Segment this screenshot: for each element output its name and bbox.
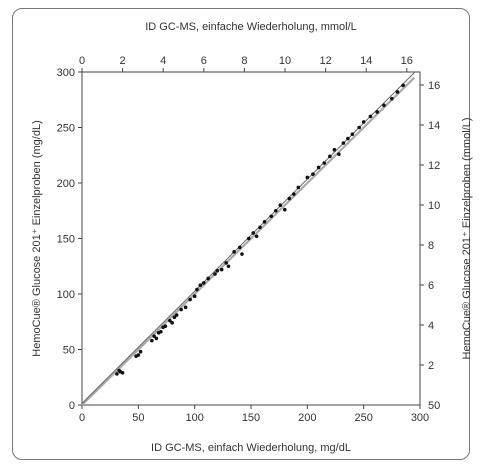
x-tick-label: 300 [411, 412, 429, 424]
data-point [219, 267, 224, 272]
identity-line [81, 76, 416, 406]
data-point [332, 147, 337, 152]
data-point [159, 329, 163, 334]
y2-tick-label: 14 [428, 120, 440, 132]
y2-tick-label: 10 [428, 200, 440, 212]
x-axis-title: ID GC-MS, einfach Wiederholung, mg/dL [151, 442, 351, 454]
x-tick-label: 100 [185, 412, 203, 424]
data-point [195, 287, 199, 292]
data-point [390, 96, 394, 101]
y-tick-label: 300 [57, 67, 75, 79]
x2-tick-label: 16 [401, 55, 413, 67]
y-tick-label: 0 [69, 400, 75, 412]
y2-tick-label: 8 [428, 240, 434, 252]
data-point [150, 338, 154, 343]
x2-tick-label: 4 [160, 55, 166, 67]
x-tick-label: 200 [298, 412, 316, 424]
data-point [170, 321, 174, 325]
y-tick-label: 100 [57, 289, 75, 301]
data-point [368, 114, 373, 119]
data-point [152, 334, 156, 338]
data-point [287, 196, 292, 201]
data-point [120, 371, 125, 375]
data-point [382, 103, 386, 108]
chart-frame [12, 8, 470, 460]
data-point [311, 172, 315, 176]
x-tick-label: 0 [79, 412, 85, 424]
data-point [188, 297, 192, 302]
x-tick-label: 50 [132, 412, 144, 424]
data-point [273, 208, 278, 213]
data-point [296, 185, 301, 190]
x2-tick-label: 12 [319, 55, 331, 67]
data-point [278, 203, 283, 207]
x2-tick-label: 0 [79, 55, 85, 67]
data-point [201, 281, 206, 285]
x2-tick-label: 14 [360, 55, 372, 67]
data-point [350, 132, 355, 136]
data-point [206, 276, 210, 281]
data-point [174, 313, 179, 317]
x2-tick-label: 8 [241, 55, 247, 67]
data-point [232, 250, 236, 254]
data-point [341, 141, 346, 145]
data-point [361, 120, 366, 124]
data-point [215, 268, 219, 273]
data-point [163, 324, 168, 328]
data-point [179, 307, 183, 312]
data-point [269, 214, 274, 219]
y-tick-label: 50 [63, 345, 75, 357]
data-point [251, 231, 256, 235]
data-point [395, 90, 400, 94]
data-point [172, 315, 177, 320]
data-point [328, 154, 332, 159]
y2-tick-label: 50 [428, 400, 440, 412]
x-tick-label: 150 [242, 412, 260, 424]
data-point [198, 283, 203, 287]
data-point [224, 261, 229, 265]
data-point [346, 136, 350, 141]
y2-tick-label: 2 [428, 360, 434, 372]
data-point [138, 349, 143, 354]
data-point [154, 336, 159, 341]
data-point [240, 252, 244, 256]
y-tick-label: 250 [57, 123, 75, 135]
data-point [375, 110, 379, 114]
y2-tick-label: 12 [428, 160, 440, 172]
x2-tick-label: 6 [201, 55, 207, 67]
x-tick-label: 250 [354, 412, 372, 424]
data-point [337, 152, 341, 156]
y2-tick-label: 6 [428, 280, 434, 292]
data-point [292, 192, 296, 196]
data-point [183, 305, 188, 310]
data-point [357, 125, 361, 130]
data-point [136, 353, 141, 357]
data-point [283, 207, 287, 212]
data-point [258, 225, 262, 230]
data-point [168, 318, 172, 323]
data-point [213, 272, 217, 276]
x2-tick-label: 10 [279, 55, 291, 67]
data-point [254, 234, 259, 239]
data-point [262, 220, 267, 224]
data-point [246, 236, 251, 241]
data-point [237, 245, 242, 250]
y2-axis-title: HemoCue® Glucose 201⁺ Einzelproben (mmol… [461, 118, 473, 360]
y2-tick-label: 16 [428, 80, 440, 92]
x2-axis-title: ID GC-MS, einfache Wiederholung, mmol/L [145, 21, 357, 33]
data-point [316, 165, 321, 170]
y-tick-label: 150 [57, 234, 75, 246]
x2-tick-label: 2 [120, 55, 126, 67]
y2-tick-label: 4 [428, 320, 434, 332]
y-axis-title: HemoCue® Glucose 201⁺ Einzelproben (mg/d… [31, 120, 43, 356]
data-point [192, 294, 197, 299]
y-tick-label: 200 [57, 178, 75, 190]
data-point [401, 83, 405, 88]
data-point [322, 161, 327, 165]
data-point [115, 372, 119, 376]
data-point [226, 264, 231, 269]
data-point [305, 175, 310, 180]
